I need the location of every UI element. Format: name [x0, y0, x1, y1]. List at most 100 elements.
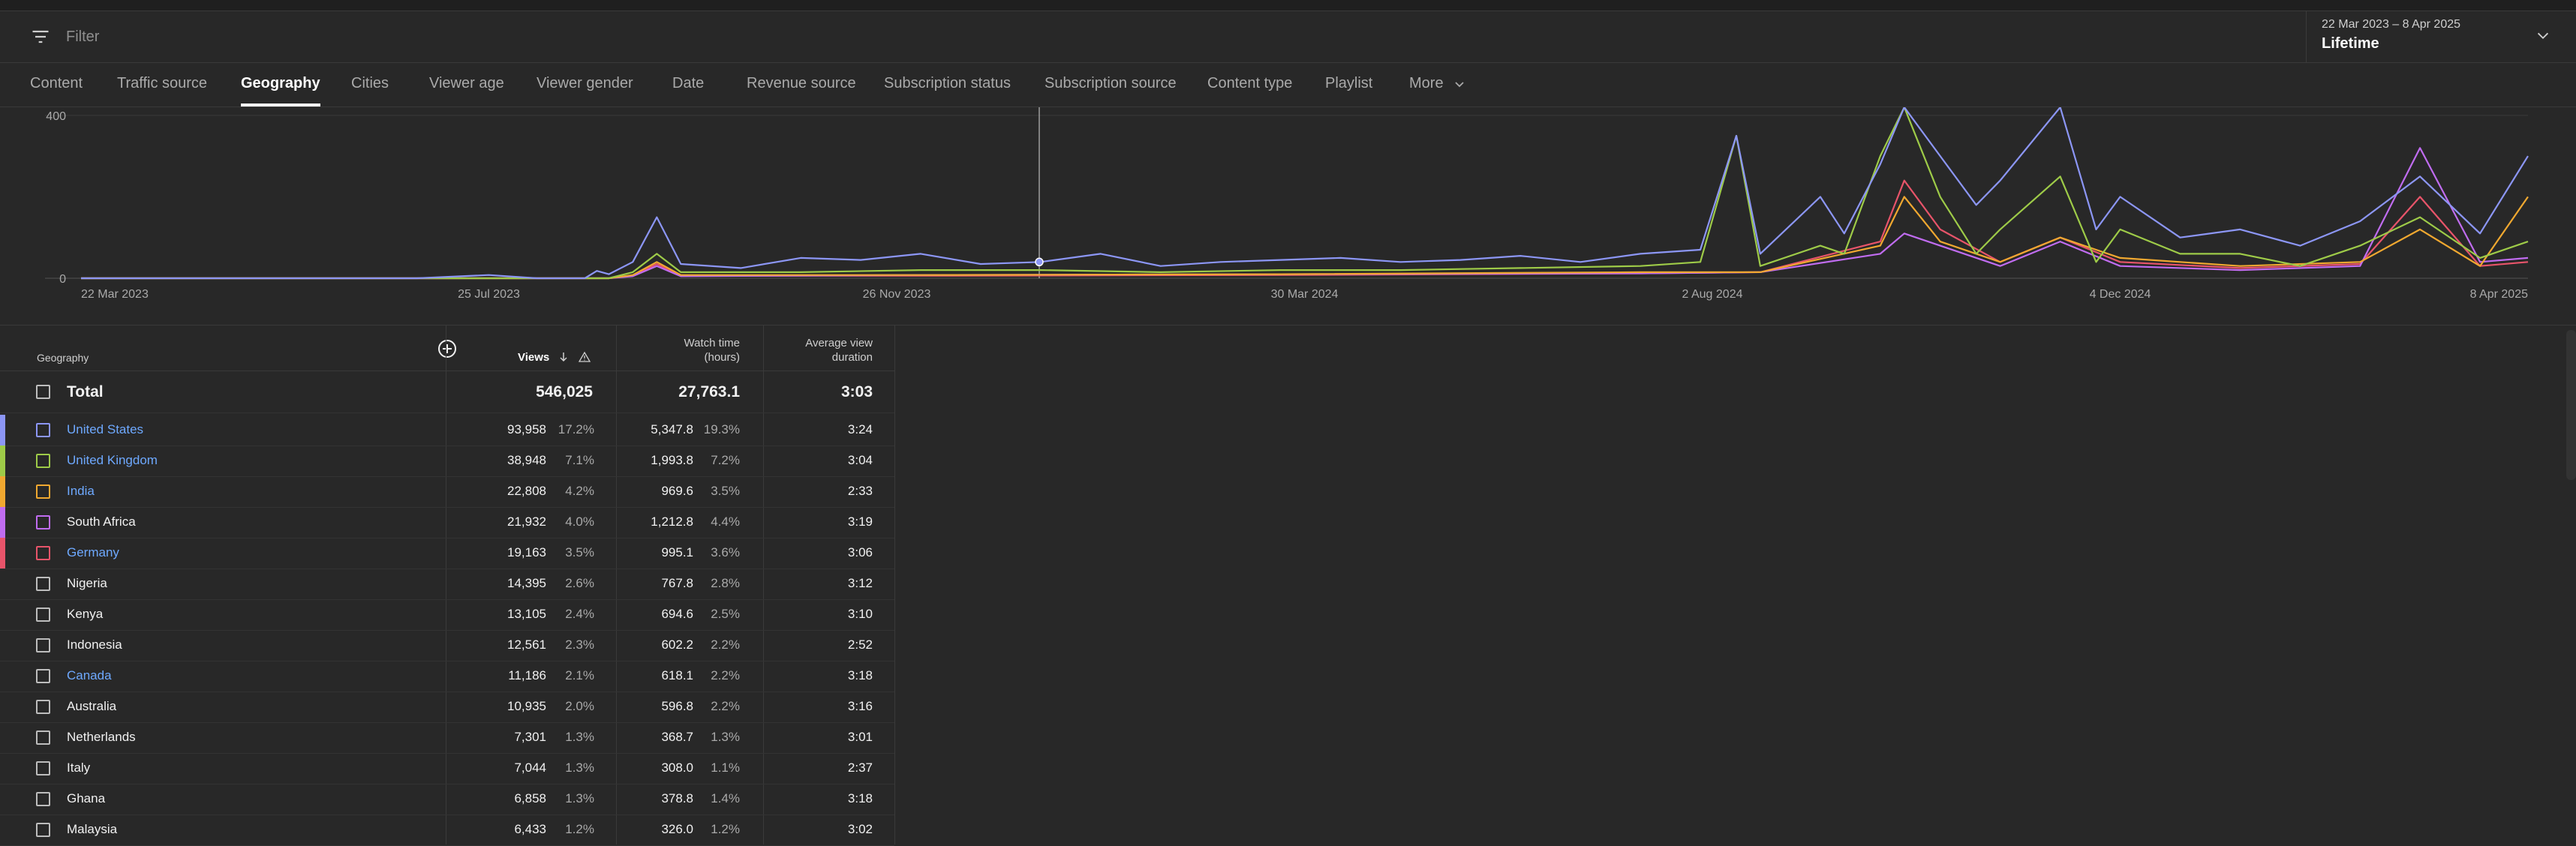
tab-traffic-source[interactable]: Traffic source [117, 75, 208, 92]
hover-point [1035, 257, 1044, 267]
add-metric-icon[interactable] [437, 339, 457, 358]
views-header[interactable]: Views [518, 351, 550, 364]
row-checkbox[interactable] [36, 515, 50, 530]
tab-more[interactable]: More [1409, 63, 1465, 106]
tab-content-type[interactable]: Content type [1207, 75, 1293, 92]
views-percent: 1.3% [565, 791, 594, 806]
row-checkbox[interactable] [36, 577, 50, 591]
table-row[interactable]: Australia 10,935 2.0% 596.8 2.2% 3:16 [0, 692, 894, 723]
series-line [81, 179, 2529, 280]
table-row[interactable]: Malaysia 6,433 1.2% 326.0 1.2% 3:02 [0, 814, 894, 846]
country-name: South Africa [67, 514, 136, 529]
row-checkbox[interactable] [36, 546, 50, 560]
sort-down-icon[interactable] [558, 351, 570, 363]
watch-time-header-line1[interactable]: Watch time [684, 337, 740, 350]
country-name[interactable]: United States [67, 422, 144, 436]
x-tick-label: 2 Aug 2024 [1682, 288, 1743, 301]
watch-time-percent: 1.3% [711, 730, 740, 744]
date-range-selector[interactable]: 22 Mar 2023 – 8 Apr 2025 Lifetime [2306, 11, 2576, 62]
watch-time-percent: 1.2% [711, 822, 740, 836]
country-name[interactable]: United Kingdom [67, 453, 158, 467]
total-checkbox[interactable] [36, 385, 50, 399]
series-color-bar [0, 538, 5, 568]
filter-input[interactable]: Filter [66, 28, 100, 45]
page-scrollbar[interactable] [2566, 330, 2576, 480]
country-name[interactable]: India [67, 484, 95, 498]
tab-content[interactable]: Content [30, 75, 83, 92]
views-value: 13,105 [507, 607, 546, 621]
tab-date[interactable]: Date [672, 75, 705, 92]
x-tick-label: 22 Mar 2023 [81, 288, 149, 301]
series-line [81, 196, 2529, 280]
tab-viewer-gender[interactable]: Viewer gender [537, 75, 633, 92]
avd-value: 3:01 [847, 730, 873, 744]
watch-time-percent: 1.1% [711, 760, 740, 775]
tab-revenue-source[interactable]: Revenue source [747, 75, 856, 92]
row-checkbox[interactable] [36, 484, 50, 499]
views-value: 38,948 [507, 453, 546, 467]
table-row[interactable]: United Kingdom 38,948 7.1% 1,993.8 7.2% 3:04 [0, 446, 894, 477]
country-name: Australia [67, 699, 117, 713]
filter-bar[interactable]: Filter 22 Mar 2023 – 8 Apr 2025 Lifetime [0, 11, 2576, 63]
watch-time-percent: 2.8% [711, 576, 740, 590]
row-checkbox[interactable] [36, 792, 50, 806]
table-row[interactable]: United States 93,958 17.2% 5,347.8 19.3% 3:24 [0, 415, 894, 446]
table-row[interactable]: Canada 11,186 2.1% 618.1 2.2% 3:18 [0, 661, 894, 692]
tab-cities[interactable]: Cities [351, 75, 389, 92]
tab-subscription-status[interactable]: Subscription status [884, 75, 1011, 92]
table-row[interactable]: Nigeria 14,395 2.6% 767.8 2.8% 3:12 [0, 568, 894, 600]
x-tick-label: 26 Nov 2023 [863, 288, 931, 301]
table-row[interactable]: Indonesia 12,561 2.3% 602.2 2.2% 2:52 [0, 630, 894, 662]
column-divider [616, 326, 617, 844]
country-name: Kenya [67, 607, 104, 621]
row-checkbox[interactable] [36, 638, 50, 652]
watch-time-percent: 7.2% [711, 453, 740, 467]
tab-more-label: More [1409, 75, 1444, 92]
table-row[interactable]: Kenya 13,105 2.4% 694.6 2.5% 3:10 [0, 599, 894, 631]
views-value: 7,044 [514, 760, 546, 775]
country-name: Italy [67, 760, 91, 775]
avd-value: 3:06 [847, 545, 873, 560]
avd-value: 3:04 [847, 453, 873, 467]
watch-time-percent: 4.4% [711, 514, 740, 529]
tab-geography[interactable]: Geography [241, 63, 320, 106]
views-value: 6,858 [514, 791, 546, 806]
row-checkbox[interactable] [36, 669, 50, 683]
table-row[interactable]: South Africa 21,932 4.0% 1,212.8 4.4% 3:19 [0, 507, 894, 538]
series-line [81, 107, 2529, 280]
row-checkbox[interactable] [36, 761, 50, 776]
geography-header[interactable]: Geography [37, 352, 89, 364]
row-checkbox[interactable] [36, 423, 50, 437]
row-checkbox[interactable] [36, 823, 50, 837]
views-percent: 2.0% [565, 699, 594, 713]
watch-time-percent: 3.6% [711, 545, 740, 560]
avd-header-line1[interactable]: Average view [805, 337, 873, 350]
table-row[interactable]: India 22,808 4.2% 969.6 3.5% 2:33 [0, 476, 894, 508]
row-checkbox[interactable] [36, 730, 50, 745]
row-checkbox[interactable] [36, 608, 50, 622]
views-chart[interactable]: 400 0 22 Mar 2023 25 Jul 2023 26 Nov 2023 30 … [0, 107, 2576, 326]
series-color-bar [0, 476, 5, 507]
row-checkbox[interactable] [36, 454, 50, 468]
date-range-text: 22 Mar 2023 – 8 Apr 2025 [2322, 18, 2461, 31]
watch-time-value: 995.1 [661, 545, 693, 560]
country-name[interactable]: Canada [67, 668, 112, 682]
tab-viewer-age[interactable]: Viewer age [429, 75, 504, 92]
row-checkbox[interactable] [36, 700, 50, 714]
views-percent: 1.2% [565, 822, 594, 836]
report-tabs: Content Traffic source Geography Cities … [0, 63, 2576, 107]
country-name[interactable]: Germany [67, 545, 119, 560]
x-tick-label: 4 Dec 2024 [2090, 288, 2151, 301]
table-row[interactable]: Netherlands 7,301 1.3% 368.7 1.3% 3:01 [0, 722, 894, 754]
avd-value: 3:10 [847, 607, 873, 621]
avd-value: 3:19 [847, 514, 873, 529]
chevron-down-icon[interactable] [2535, 28, 2551, 44]
table-row[interactable]: Italy 7,044 1.3% 308.0 1.1% 2:37 [0, 753, 894, 784]
warning-icon [579, 351, 591, 362]
filter-icon[interactable] [30, 26, 51, 47]
tab-playlist[interactable]: Playlist [1325, 75, 1373, 92]
views-value: 14,395 [507, 576, 546, 590]
table-row[interactable]: Germany 19,163 3.5% 995.1 3.6% 3:06 [0, 538, 894, 569]
table-row[interactable]: Ghana 6,858 1.3% 378.8 1.4% 3:18 [0, 784, 894, 815]
tab-subscription-source[interactable]: Subscription source [1045, 75, 1177, 92]
